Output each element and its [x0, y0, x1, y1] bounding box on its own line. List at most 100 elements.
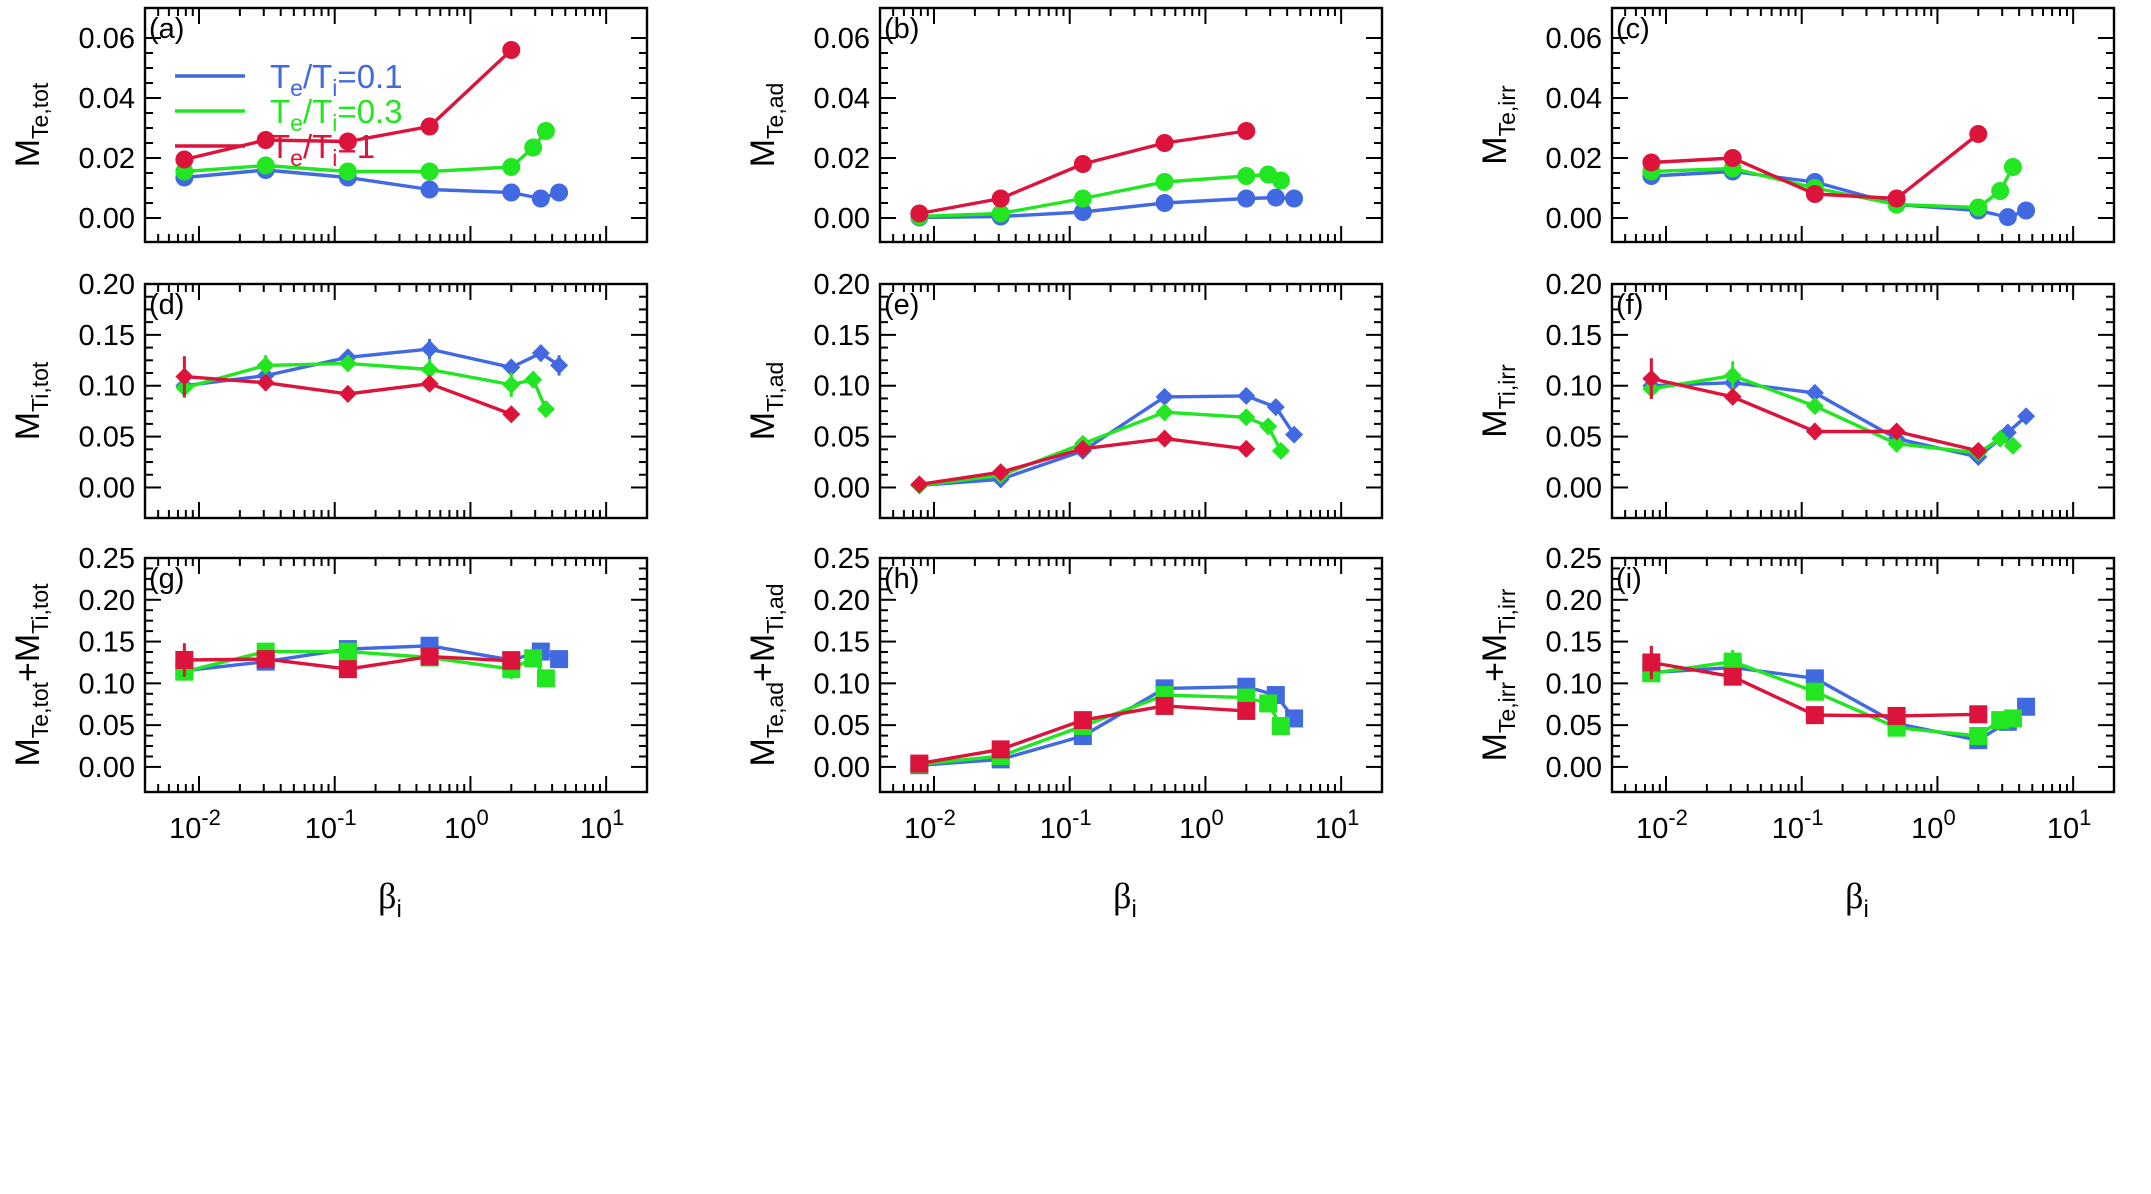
data-point: [1237, 408, 1256, 427]
x-axis-label: βi: [378, 876, 402, 923]
panel-d: 0.00 0.05 0.10 0.15 0.20 MTi,tot (d): [9, 269, 649, 520]
panel-b-frame: [878, 6, 1384, 244]
data-point: [1237, 439, 1256, 458]
data-point: [1259, 694, 1278, 713]
data-point: [991, 189, 1010, 208]
ytick-label: 0.05: [814, 710, 870, 742]
data-point: [420, 117, 439, 136]
data-point: [910, 475, 929, 494]
series-te03: [910, 165, 1290, 226]
data-point: [502, 41, 521, 59]
ytick-label: 0.20: [1546, 585, 1602, 617]
data-point: [536, 400, 555, 419]
data-point: [175, 650, 194, 669]
data-point: [524, 370, 543, 389]
data-point: [1073, 711, 1092, 730]
data-point: [536, 669, 555, 688]
data-point: [420, 360, 439, 379]
data-point: [991, 740, 1010, 759]
data-point: [1266, 398, 1285, 417]
ytick-label: 0.06: [1546, 23, 1602, 55]
data-point: [1969, 441, 1988, 460]
data-point: [256, 131, 275, 149]
data-point: [175, 150, 194, 169]
data-point: [502, 158, 521, 176]
data-point: [991, 463, 1010, 482]
data-point: [1887, 422, 1906, 441]
data-point: [1642, 369, 1661, 388]
data-point: [1969, 125, 1988, 143]
data-point: [175, 367, 194, 386]
series-te1: [1642, 358, 1988, 460]
ytick-label: 0.10: [1546, 371, 1602, 403]
data-point: [420, 374, 439, 393]
data-point: [1991, 182, 2010, 200]
panel-h: 0.00 0.05 0.10 0.15 0.20 0.25 10-2 10-1 100 101 βi…: [744, 543, 1384, 923]
legend-label: Te/Ti=0.1: [270, 58, 403, 101]
data-point: [1969, 198, 1988, 217]
series-line: [919, 394, 1296, 488]
panel-e: 0.00 0.05 0.10 0.15 0.20 MTi,ad (e): [744, 269, 1384, 520]
y-axis-label: MTe,irr+MTi,irr: [1476, 588, 1520, 761]
xtick-label: 101: [580, 805, 625, 845]
y-axis-label: MTe,irr: [1476, 85, 1520, 165]
y-axis-label: MTi,ad: [744, 362, 788, 441]
data-point: [1237, 122, 1256, 140]
data-point: [531, 344, 550, 363]
data-point: [1642, 153, 1661, 172]
legend: Te/Ti=0.1Te/Ti=0.3Te/Ti=1: [175, 58, 403, 171]
panel-c-frame: [1610, 6, 2116, 244]
data-point: [1237, 386, 1256, 405]
y-axis-label: MTe,tot: [9, 82, 53, 167]
data-point: [1887, 189, 1906, 208]
data-point: [1998, 208, 2017, 227]
data-point: [550, 356, 569, 375]
data-point: [910, 204, 929, 223]
data-point: [502, 651, 521, 670]
ytick-label: 0.02: [814, 143, 870, 175]
ytick-label: 0.06: [814, 23, 870, 55]
data-point: [1723, 366, 1742, 385]
data-point: [1155, 387, 1174, 406]
ytick-label: 0.25: [79, 543, 135, 575]
panel-i: 0.00 0.05 0.10 0.15 0.20 0.25 10-2 10-1 100 101 βi…: [1476, 543, 2116, 923]
panel-label: (b): [884, 13, 919, 45]
panel-g-frame: [143, 556, 649, 794]
data-point: [1723, 667, 1742, 686]
data-point: [256, 356, 275, 375]
panel-label: (c): [1616, 13, 1650, 45]
y-axis-label: MTi,irr: [1476, 364, 1520, 438]
panel-b: 0.00 0.02 0.04 0.06 MTe,ad (b): [744, 6, 1384, 244]
ytick-label: 0.20: [814, 585, 870, 617]
xtick-label: 10-2: [169, 805, 221, 845]
series-te03: [175, 354, 555, 419]
x-axis-label: βi: [1113, 876, 1137, 923]
data-point: [420, 647, 439, 666]
xtick-label: 101: [2047, 805, 2092, 845]
data-point: [1723, 652, 1742, 671]
series-te1: [1642, 645, 1988, 725]
series-line: [1651, 373, 2014, 455]
data-point: [502, 405, 521, 424]
series-te1: [1642, 125, 1988, 208]
panel-f: 0.00 0.05 0.10 0.15 0.20 MTi,irr (f): [1476, 269, 2116, 520]
series-te1: [175, 643, 521, 679]
xtick-label: 100: [1179, 805, 1224, 845]
y-axis-label: MTe,tot+MTi,tot: [9, 583, 53, 767]
data-point: [338, 132, 357, 151]
data-point: [550, 183, 569, 202]
panel-a: 0.000.020.040.06MTe,tot(a)Te/Ti=0.1Te/Ti…: [9, 6, 649, 244]
series-line: [183, 361, 548, 410]
panel-d-frame: [143, 282, 649, 520]
ytick-label: 0.15: [1546, 320, 1602, 352]
data-point: [502, 183, 521, 202]
data-point: [1805, 383, 1824, 402]
xtick-label: 10-2: [1636, 805, 1688, 845]
data-point: [524, 138, 543, 157]
xtick-label: 100: [1911, 805, 1956, 845]
panel-label: (h): [884, 563, 919, 595]
ytick-label: 0.10: [814, 668, 870, 700]
data-point: [1285, 189, 1304, 208]
ytick-label: 0.15: [814, 320, 870, 352]
